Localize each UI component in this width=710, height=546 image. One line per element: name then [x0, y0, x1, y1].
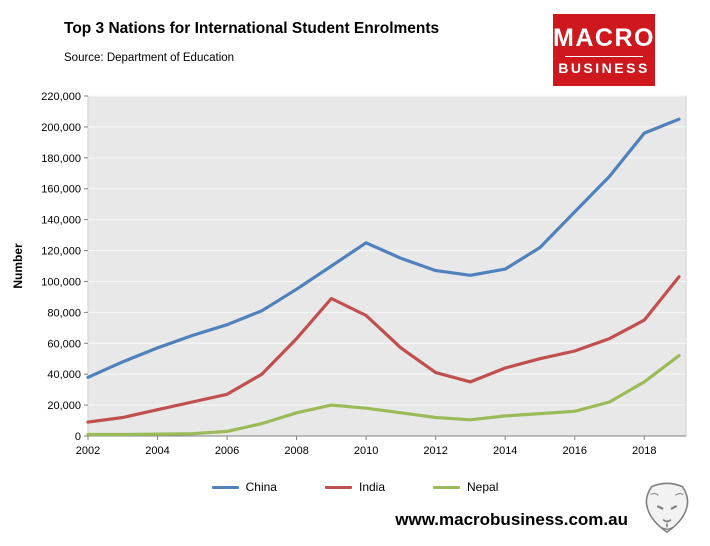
legend-swatch — [324, 485, 352, 489]
svg-text:40,000: 40,000 — [47, 369, 81, 381]
y-axis-labels: 0 20,000 40,000 60,000 80,000 100,000 120,000 1… — [41, 91, 88, 443]
svg-text:2014: 2014 — [493, 445, 517, 457]
svg-text:80,000: 80,000 — [47, 307, 81, 319]
legend-item-china: China — [211, 480, 277, 494]
website-url: www.macrobusiness.com.au — [395, 510, 628, 529]
svg-text:200,000: 200,000 — [41, 122, 81, 134]
macrobusiness-logo: MACRO BUSINESS — [553, 14, 655, 86]
svg-text:220,000: 220,000 — [41, 91, 81, 103]
legend-label: Nepal — [467, 480, 499, 494]
x-axis-labels: 2002 2004 2006 2008 2010 2012 2014 2016 2018 — [76, 435, 686, 457]
svg-text:2012: 2012 — [423, 445, 447, 457]
svg-text:0: 0 — [75, 431, 81, 443]
svg-text:20,000: 20,000 — [47, 400, 81, 412]
legend: China India Nepal — [0, 480, 710, 494]
svg-text:180,000: 180,000 — [41, 153, 81, 165]
series-line-india — [86, 275, 681, 424]
legend-label: China — [245, 480, 277, 494]
svg-text:160,000: 160,000 — [41, 184, 81, 196]
legend-label: India — [358, 480, 386, 494]
chart-title: Top 3 Nations for International Student … — [64, 20, 440, 37]
legend-item-india: India — [324, 480, 386, 494]
series-line-china — [86, 117, 681, 379]
svg-text:2004: 2004 — [145, 445, 169, 457]
chart-source: Source: Department of Education — [64, 52, 235, 64]
svg-text:2010: 2010 — [354, 445, 378, 457]
legend-item-nepal: Nepal — [433, 480, 498, 494]
svg-text:2008: 2008 — [284, 445, 308, 457]
logo-text-business: BUSINESS — [558, 59, 650, 76]
enrolments-chart: 0 20,000 40,000 60,000 80,000 100,000 120,000 1… — [41, 91, 687, 457]
svg-text:140,000: 140,000 — [41, 215, 81, 227]
plot-area — [87, 95, 687, 437]
logo-text-macro: MACRO — [553, 23, 655, 52]
svg-text:2002: 2002 — [76, 445, 100, 457]
svg-text:60,000: 60,000 — [47, 338, 81, 350]
svg-text:2016: 2016 — [563, 445, 587, 457]
svg-text:2018: 2018 — [632, 445, 656, 457]
legend-swatch — [433, 485, 461, 489]
svg-text:120,000: 120,000 — [41, 246, 81, 258]
legend-swatch — [211, 485, 239, 489]
series-line-nepal — [86, 354, 681, 437]
logo-divider — [565, 55, 643, 57]
wolf-logo-icon — [645, 482, 689, 533]
svg-text:2006: 2006 — [215, 445, 239, 457]
svg-text:100,000: 100,000 — [41, 276, 81, 288]
